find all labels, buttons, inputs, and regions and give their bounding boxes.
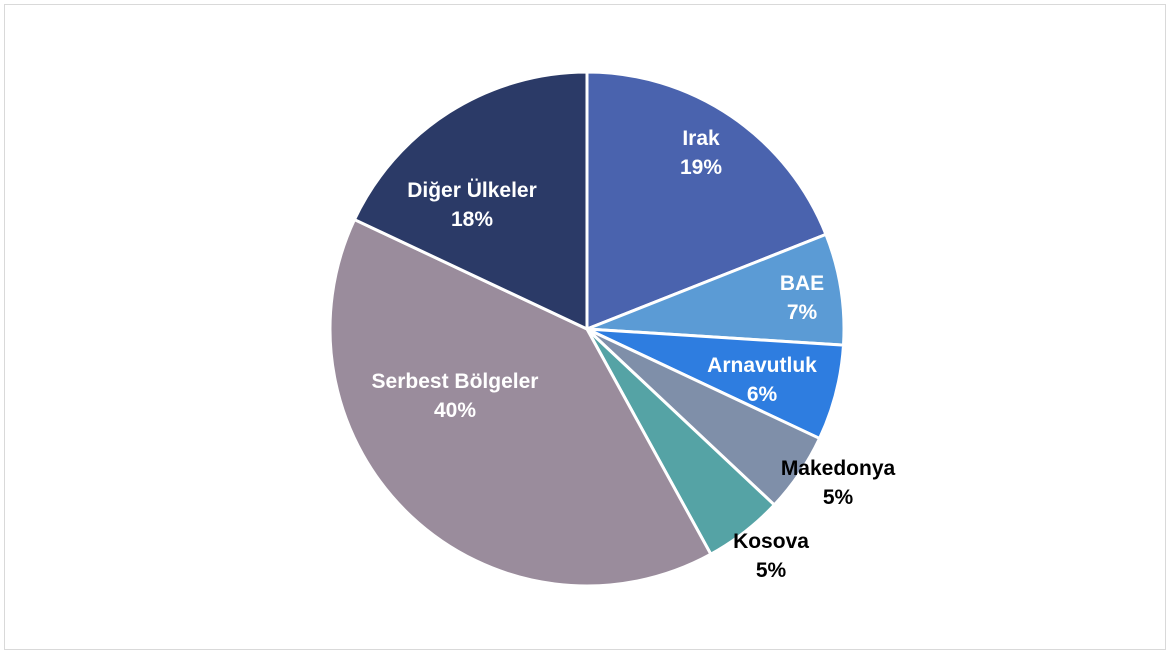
data-label-makedonya: Makedonya 5% bbox=[781, 457, 896, 509]
pie-labels: Irak 19%BAE 7%Arnavutluk 6%Makedonya 5%Kosov… bbox=[372, 127, 896, 582]
pie-slice-irak bbox=[585, 70, 828, 331]
data-label-category: Arnavutluk bbox=[707, 354, 817, 377]
data-label-category: Diğer Ülkeler bbox=[407, 179, 537, 202]
pie-slice-bae bbox=[585, 232, 846, 347]
pie-slice-serbest-bolgeler bbox=[328, 218, 713, 588]
data-label-kosova: Kosova 5% bbox=[733, 530, 809, 582]
data-label-irak: Irak 19% bbox=[680, 127, 722, 179]
pie-slices bbox=[328, 70, 846, 588]
data-label-diger-ulkeler: Diğer Ülkeler 18% bbox=[407, 179, 537, 231]
data-label-percent: 19% bbox=[680, 156, 722, 179]
data-label-bae: BAE 7% bbox=[780, 272, 824, 324]
data-label-serbest-bolgeler: Serbest Bölgeler 40% bbox=[372, 370, 539, 422]
data-label-category: Irak bbox=[682, 127, 720, 150]
data-label-percent: 5% bbox=[823, 486, 854, 509]
data-label-category: Serbest Bölgeler bbox=[372, 370, 539, 393]
data-label-percent: 18% bbox=[451, 208, 493, 231]
data-label-category: BAE bbox=[780, 272, 824, 295]
data-label-percent: 7% bbox=[787, 301, 818, 324]
data-label-percent: 6% bbox=[747, 383, 778, 406]
data-label-percent: 5% bbox=[756, 559, 787, 582]
data-label-category: Kosova bbox=[733, 530, 809, 553]
data-label-percent: 40% bbox=[434, 399, 476, 422]
pie-slice-diger-ulkeler bbox=[352, 70, 589, 331]
data-label-category: Makedonya bbox=[781, 457, 896, 480]
data-label-arnavutluk: Arnavutluk 6% bbox=[707, 354, 817, 406]
